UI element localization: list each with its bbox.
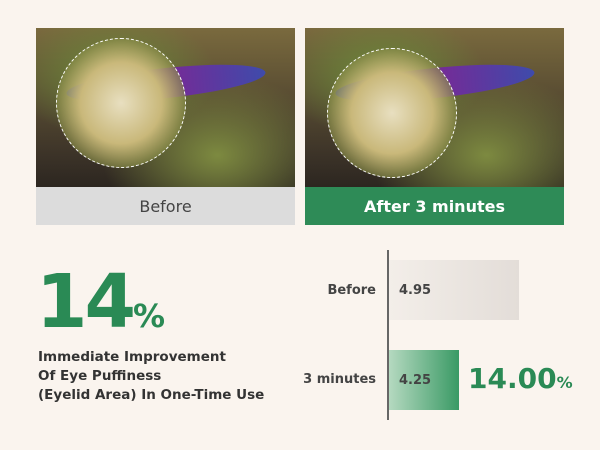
bar-value: 4.95 [399,282,432,298]
bar-3-minutes: 4.25 [389,350,459,410]
after-image [305,28,564,187]
description-line: Immediate Improvement [38,349,226,365]
after-label: After 3 minutes [305,187,564,225]
description-line: Of Eye Puffiness [38,368,162,384]
description: Immediate Improvement Of Eye Puffiness (… [38,348,264,405]
bar-value: 4.25 [399,372,432,388]
improvement-percent: 14.00% [468,362,573,395]
category-label: 3 minutes [303,372,376,387]
before-label: Before [36,187,295,225]
chart-axis [387,250,389,420]
category-label: Before [327,283,376,298]
headline-percent: 14% [36,259,166,345]
bar-before: 4.95 [389,260,519,320]
zoom-circle [56,38,186,168]
zoom-circle [327,48,457,178]
description-line: (Eyelid Area) In One-Time Use [38,387,265,403]
before-image [36,28,295,187]
